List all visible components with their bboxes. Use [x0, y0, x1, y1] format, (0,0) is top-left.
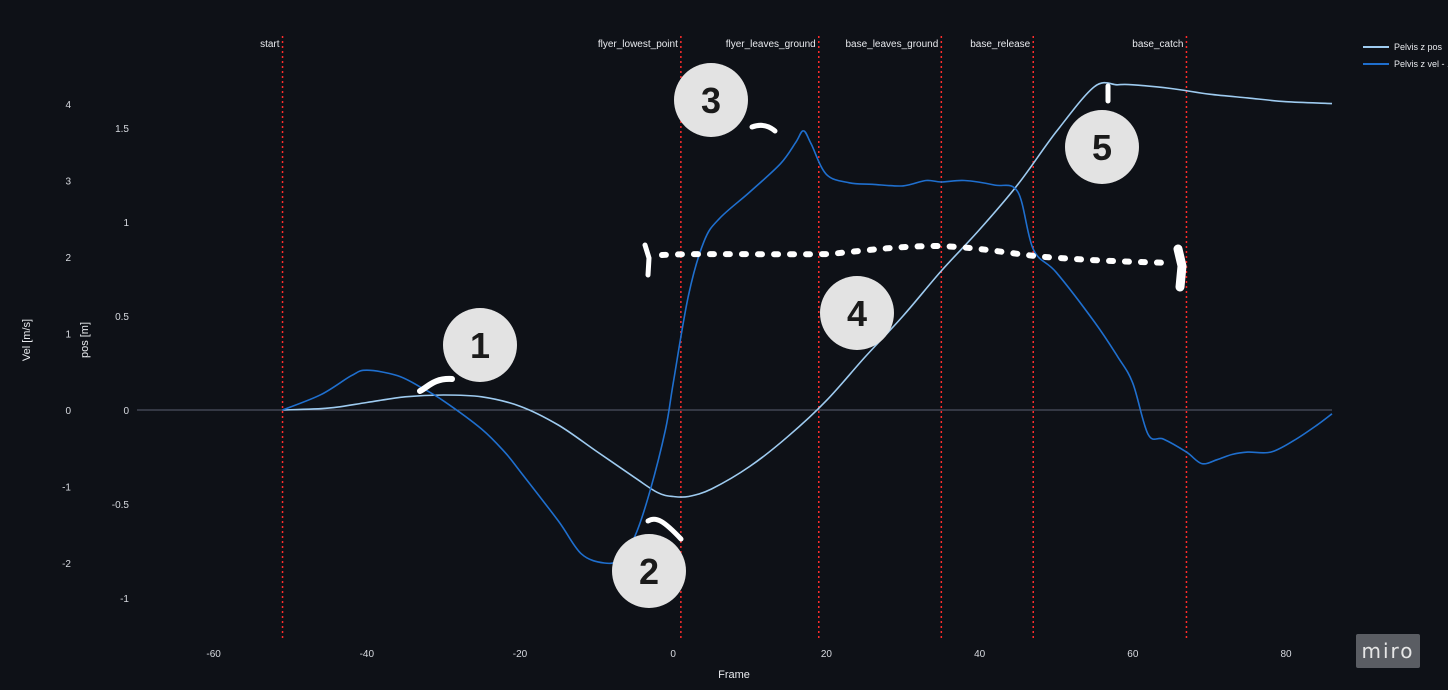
event-label: flyer_leaves_ground — [726, 39, 816, 50]
pos-axis-title: pos [m] — [79, 322, 91, 358]
annotation-mark-2 — [645, 516, 684, 542]
x-tick-label: -60 — [206, 649, 221, 660]
axis-layer: -60 -40 -20 0 20 40 60 80 4 3 2 1 0 -1 -2 1.5 1 0.5 0 -0.5 -… — [21, 100, 1292, 681]
vel-series-line — [282, 130, 1333, 565]
vel-tick-label: 4 — [65, 100, 71, 111]
vel-tick-label: 3 — [65, 177, 71, 188]
series-layer — [282, 81, 1333, 565]
bracket-right — [1173, 244, 1187, 292]
vel-tick-label: 0 — [65, 406, 71, 417]
vel-tick-label: 2 — [65, 253, 71, 264]
pos-tick-label: -1 — [120, 594, 129, 605]
vel-tick-label: -1 — [62, 483, 71, 494]
annotation-badge-label: 1 — [470, 325, 490, 366]
x-axis-title: Frame — [718, 669, 750, 681]
annotation-badge-label: 2 — [639, 551, 659, 592]
annotation-badge — [443, 308, 517, 382]
annotation-mark-3 — [749, 122, 778, 134]
pos-tick-label: 0 — [123, 406, 129, 417]
event-label: start — [260, 39, 280, 50]
pos-tick-label: -0.5 — [112, 500, 130, 511]
pos-tick-label: 0.5 — [115, 312, 129, 323]
pos-tick-label: 1.5 — [115, 124, 129, 135]
event-label: base_catch — [1132, 39, 1183, 50]
event-label: base_release — [970, 39, 1030, 50]
dotted-bracket-line — [659, 242, 1175, 266]
annotation-badge — [820, 276, 894, 350]
legend-item-label[interactable]: Pelvis z vel - ... — [1394, 59, 1448, 69]
x-tick-label: 60 — [1127, 649, 1139, 660]
bracket-left — [642, 242, 652, 278]
pos-tick-label: 1 — [123, 218, 129, 229]
event-label: flyer_lowest_point — [598, 39, 678, 50]
vel-tick-label: 1 — [65, 330, 71, 341]
annotation-layer: 1 2 3 4 5 — [417, 63, 1187, 608]
annotation-mark-1 — [417, 375, 455, 394]
pos-series-line — [282, 81, 1333, 498]
legend[interactable]: Pelvis z pos Pelvis z vel - ... — [1363, 42, 1448, 69]
legend-item-label[interactable]: Pelvis z pos — [1394, 42, 1443, 52]
miro-watermark: miro — [1356, 634, 1420, 668]
x-tick-label: -20 — [513, 649, 528, 660]
x-tick-label: 20 — [821, 649, 833, 660]
annotation-badge — [612, 534, 686, 608]
x-tick-label: 40 — [974, 649, 986, 660]
annotation-badge-label: 4 — [847, 293, 867, 334]
x-tick-label: -40 — [360, 649, 375, 660]
x-tick-label: 0 — [670, 649, 676, 660]
annotation-badge — [674, 63, 748, 137]
event-label: base_leaves_ground — [845, 39, 938, 50]
vel-tick-label: -2 — [62, 559, 71, 570]
annotation-badge-label: 3 — [701, 80, 721, 121]
x-tick-label: 80 — [1280, 649, 1292, 660]
annotation-badge-label: 5 — [1092, 127, 1112, 168]
vel-axis-title: Vel [m/s] — [21, 319, 33, 361]
annotation-badge — [1065, 110, 1139, 184]
